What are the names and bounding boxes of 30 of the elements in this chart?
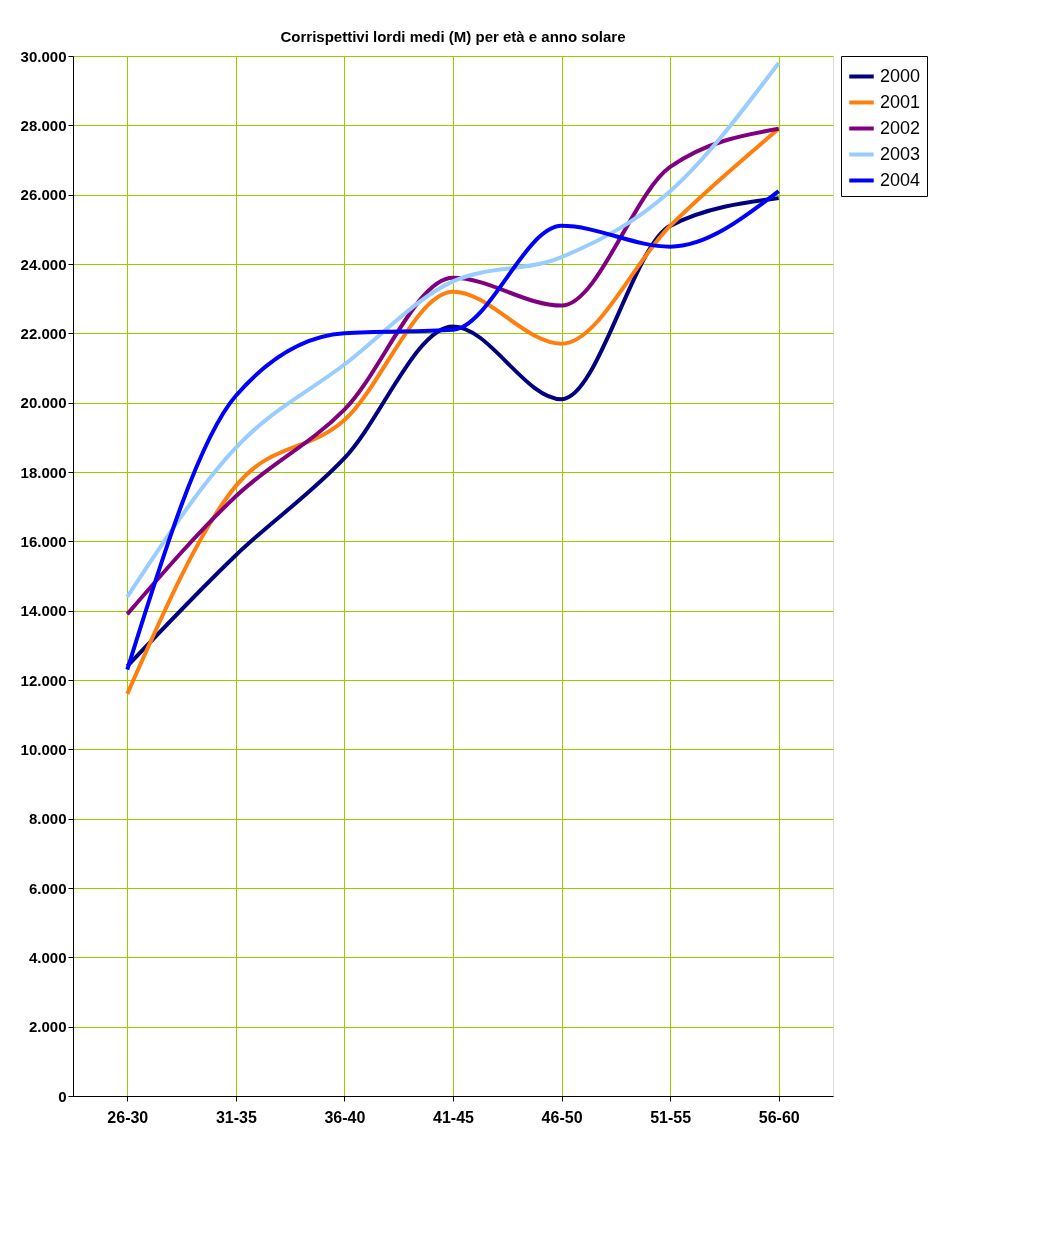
x-tick-label: 26-30 xyxy=(107,1108,149,1126)
chart-title: Corrispettivi lordi medi (M) per età e anno solare xyxy=(280,28,626,45)
x-tick-label: 56-60 xyxy=(758,1108,800,1126)
x-tick-label: 31-35 xyxy=(215,1108,257,1126)
x-tick-label: 36-40 xyxy=(324,1108,366,1126)
y-tick-label: 24.000 xyxy=(20,255,67,273)
y-tick-label: 10.000 xyxy=(20,740,67,758)
y-tick-label: 6.000 xyxy=(28,879,67,897)
y-tick-label: 12.000 xyxy=(20,671,67,689)
y-tick-label: 28.000 xyxy=(20,116,67,134)
x-tick-label: 41-45 xyxy=(433,1108,475,1126)
y-tick-label: 14.000 xyxy=(20,602,67,620)
line-series xyxy=(125,60,781,599)
y-tick-label: 20.000 xyxy=(20,394,67,412)
y-tick-label: 16.000 xyxy=(20,532,67,550)
x-tick-label: 46-50 xyxy=(541,1108,583,1126)
legend-label: 2001 xyxy=(880,91,921,112)
y-tick-label: 18.000 xyxy=(20,463,67,481)
legend-label: 2002 xyxy=(880,117,921,138)
y-tick-label: 30.000 xyxy=(20,47,67,65)
legend-label: 2004 xyxy=(880,169,921,190)
y-tick-label: 22.000 xyxy=(20,324,67,342)
y-tick-label: 4.000 xyxy=(28,948,67,966)
legend-label: 2003 xyxy=(880,143,921,164)
y-tick-label: 2.000 xyxy=(28,1018,67,1036)
y-tick-label: 26.000 xyxy=(20,186,67,204)
y-tick-label: 0 xyxy=(58,1087,67,1105)
y-tick-label: 8.000 xyxy=(28,810,67,828)
x-tick-label: 51-55 xyxy=(650,1108,692,1126)
legend-label: 2000 xyxy=(880,65,921,86)
